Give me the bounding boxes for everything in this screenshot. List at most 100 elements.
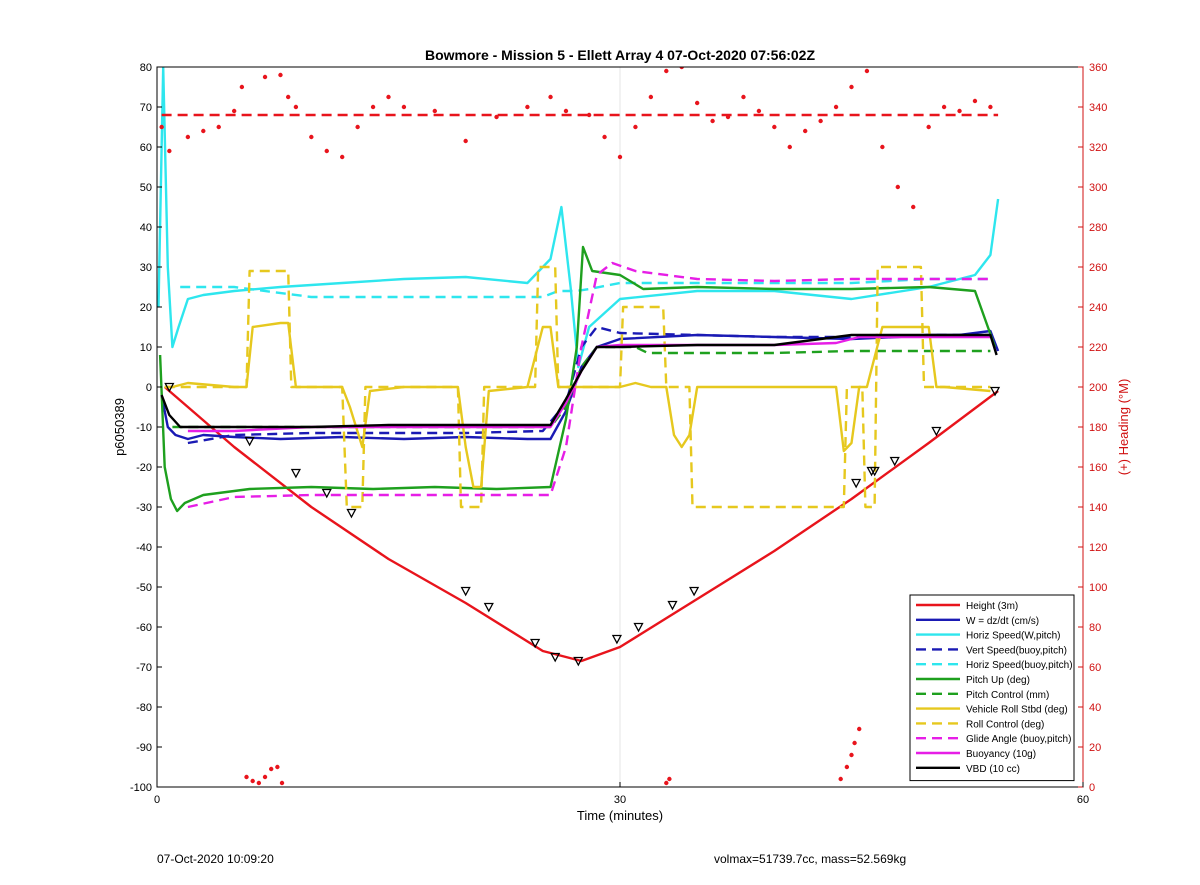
heading-point [972, 98, 978, 104]
heading-point [159, 124, 164, 130]
heading-point [432, 108, 437, 114]
height-marker [573, 656, 584, 667]
y2-tick-label: 100 [1089, 582, 1107, 594]
legend-label-vert-speed-buoy-pitch: Vert Speed(buoy,pitch) [966, 645, 1067, 656]
height-marker [667, 600, 678, 611]
heading-point [563, 108, 569, 114]
plot-area: -100-90-80-70-60-50-40-30-20-10010203040… [130, 62, 1107, 806]
legend-label-glide-angle-buoy-pitch: Glide Angle (buoy,pitch) [966, 734, 1071, 745]
heading-point [401, 104, 407, 110]
heading-point [833, 104, 839, 110]
height-marker [290, 468, 301, 479]
heading-point [667, 776, 672, 782]
heading-point [787, 144, 792, 150]
heading-point [278, 72, 283, 78]
heading-point [941, 104, 947, 110]
heading-point [957, 108, 962, 114]
footer-stats: volmax=51739.7cc, mass=52.569kg [714, 852, 907, 866]
x-axis-label: Time (minutes) [577, 808, 663, 823]
heading-point [355, 124, 360, 130]
y2-tick-label: 120 [1089, 542, 1107, 554]
x-tick-label: 0 [154, 794, 160, 806]
heading-point [988, 104, 993, 110]
heading-point [231, 108, 237, 114]
heading-point [679, 67, 684, 70]
y-tick-label: -50 [136, 582, 152, 594]
y2-tick-label: 300 [1089, 182, 1107, 194]
heading-point [167, 148, 172, 154]
heading-point [911, 204, 916, 210]
heading-point [293, 104, 299, 110]
heading-point [648, 94, 654, 100]
heading-point [838, 776, 843, 782]
x-tick-label: 30 [614, 794, 626, 806]
x-tick-label: 60 [1077, 794, 1089, 806]
heading-point [844, 764, 850, 770]
heading-point [617, 154, 623, 160]
y2-tick-label: 140 [1089, 502, 1107, 514]
legend-label-w-dz-dt-cm-s: W = dz/dt (cm/s) [966, 616, 1039, 627]
y-tick-label: -60 [136, 622, 152, 634]
heading-point [250, 778, 255, 784]
heading-point [849, 84, 854, 90]
height-marker [346, 508, 357, 519]
y2-tick-label: 160 [1089, 462, 1107, 474]
heading-point [864, 68, 870, 74]
y2-tick-label: 280 [1089, 222, 1107, 234]
series-horiz-speed-w-pitch [157, 67, 1000, 369]
series-roll-control-deg [164, 265, 991, 509]
heading-point [664, 780, 669, 786]
heading-point [803, 128, 808, 134]
y2-axis-label: (+) Heading (°M) [1116, 379, 1131, 476]
y-tick-label: -90 [136, 742, 152, 754]
y-axis-label: p6050389 [112, 398, 127, 456]
heading-point [818, 118, 823, 124]
height-marker [483, 602, 494, 613]
heading-point [340, 154, 345, 160]
legend-label-height-3m: Height (3m) [966, 601, 1018, 612]
height-marker [164, 382, 175, 393]
heading-point [895, 184, 900, 190]
y-tick-label: -40 [136, 542, 152, 554]
heading-point [525, 104, 530, 110]
height-marker [244, 436, 255, 447]
series-glide-angle-buoy-pitch [187, 261, 991, 509]
heading-point [857, 726, 862, 732]
y2-tick-label: 260 [1089, 262, 1107, 274]
height-marker [550, 652, 561, 663]
legend-label-horiz-speed-w-pitch: Horiz Speed(W,pitch) [966, 631, 1060, 642]
y-tick-label: 0 [146, 382, 152, 394]
heading-point [262, 774, 268, 780]
heading-point [262, 74, 268, 80]
series-horiz-speed-buoy-pitch [180, 277, 991, 299]
legend-label-pitch-up-deg: Pitch Up (deg) [966, 675, 1030, 686]
y-tick-label: 70 [140, 102, 152, 114]
y2-tick-label: 360 [1089, 62, 1107, 74]
series-vbd-10-cc [160, 333, 998, 429]
heading-point [664, 68, 669, 74]
heading-point [256, 780, 262, 786]
heading-point [386, 94, 391, 100]
y2-tick-label: 320 [1089, 142, 1107, 154]
heading-point [324, 148, 329, 154]
height-marker [688, 586, 700, 597]
heading-point [275, 764, 280, 770]
y-tick-label: 20 [140, 302, 152, 314]
height-marker [321, 488, 332, 499]
height-marker [851, 478, 862, 489]
y2-tick-label: 80 [1089, 622, 1101, 634]
heading-point [880, 144, 885, 150]
y2-tick-label: 60 [1089, 662, 1101, 674]
y2-tick-label: 0 [1089, 782, 1095, 794]
heading-point [852, 740, 857, 746]
heading-point [185, 134, 191, 140]
heading-point [694, 100, 700, 106]
heading-point [201, 128, 206, 134]
height-marker [989, 386, 1001, 397]
heading-point [602, 134, 607, 140]
y-tick-label: -70 [136, 662, 152, 674]
height-marker [869, 466, 880, 477]
y2-tick-label: 180 [1089, 422, 1107, 434]
y2-tick-label: 240 [1089, 302, 1107, 314]
heading-point [548, 94, 553, 100]
